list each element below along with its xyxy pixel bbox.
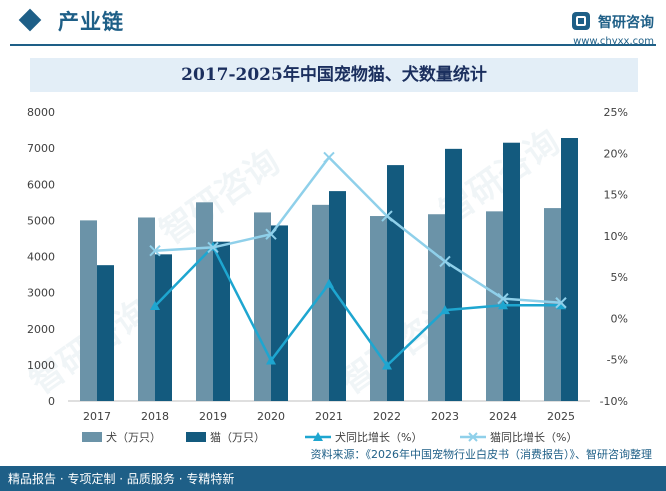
cat-bar <box>213 241 230 401</box>
cat-growth-point <box>149 245 161 257</box>
x-tick-label: 2019 <box>199 410 227 423</box>
cat-bar <box>445 148 462 401</box>
brand[interactable]: 智研咨询 www.chyxx.com <box>572 12 654 47</box>
x-tick-label: 2025 <box>547 410 575 423</box>
y-left-tick-label: 3000 <box>27 287 55 300</box>
y-right-tick-label: 10% <box>604 230 628 243</box>
x-tick-label: 2020 <box>257 410 285 423</box>
legend-swatch <box>82 432 102 442</box>
cat-growth-point <box>323 151 335 164</box>
y-right-tick-label: 15% <box>604 189 628 202</box>
y-left-tick-label: 2000 <box>27 323 55 336</box>
dog-bar <box>312 204 329 401</box>
x-tick-label: 2021 <box>315 410 343 423</box>
x-tick-label: 2022 <box>373 410 401 423</box>
legend-label: 猫同比增长（%） <box>490 430 577 444</box>
y-right-tick-label: 0% <box>611 312 628 325</box>
legend-label: 猫（万只） <box>210 431 265 444</box>
cat-bar <box>561 138 578 401</box>
chart-title-band: 2017-2025年中国宠物猫、犬数量统计 <box>30 58 638 92</box>
x-tick-label: 2024 <box>489 410 517 423</box>
header: 产业链 智研咨询 www.chyxx.com <box>0 0 666 48</box>
y-right-tick-label: -10% <box>600 395 628 408</box>
dog-growth-point <box>266 355 276 365</box>
footer-band: 精品报告 · 专项定制 · 品质服务 · 专精特新 <box>0 466 666 491</box>
y-left-tick-label: 7000 <box>27 142 55 155</box>
cat-growth-point <box>555 297 567 309</box>
cat-growth-point <box>381 210 393 222</box>
y-left-tick-label: 8000 <box>27 106 55 119</box>
y-right-tick-label: 5% <box>611 271 628 284</box>
dog-bar <box>370 216 387 401</box>
dog-growth-point <box>150 301 160 311</box>
cat-growth-point <box>265 228 277 240</box>
dog-bar <box>80 220 97 401</box>
cat-bar <box>503 142 520 402</box>
y-left-tick-label: 1000 <box>27 359 55 372</box>
y-left-tick-label: 4000 <box>27 251 55 264</box>
legend-label: 犬（万只） <box>106 430 161 444</box>
x-tick-label: 2018 <box>141 410 169 423</box>
cat-bar <box>271 225 288 401</box>
cat-growth-line <box>154 156 562 304</box>
cat-bar <box>155 254 172 401</box>
y-left-tick-label: 5000 <box>27 214 55 227</box>
cat-growth-point <box>497 292 509 305</box>
dog-bar <box>428 214 445 401</box>
cat-growth-point <box>439 255 451 268</box>
chart-title: 2017-2025年中国宠物猫、犬数量统计 <box>181 65 487 85</box>
cat-bar <box>387 165 404 401</box>
x-tick-label: 2017 <box>83 410 111 423</box>
dog-growth-point <box>556 300 566 310</box>
x-tick-label: 2023 <box>431 410 459 423</box>
dog-bar <box>196 202 213 401</box>
legend-marker <box>468 432 478 442</box>
brand-name: 智研咨询 <box>598 15 654 31</box>
dog-growth-point <box>498 300 508 310</box>
legend-label: 犬同比增长（%） <box>335 430 422 444</box>
section-title: 产业链 <box>58 10 124 34</box>
brand-logo-icon <box>572 12 590 30</box>
dog-bar <box>254 212 271 401</box>
y-right-tick-label: 25% <box>604 106 628 119</box>
brand-url[interactable]: www.chyxx.com <box>573 36 654 47</box>
y-right-tick-label: -5% <box>607 354 628 367</box>
dog-growth-point <box>324 278 334 288</box>
dog-growth-point <box>382 360 392 370</box>
cat-growth-point <box>207 241 219 254</box>
y-left-tick-label: 0 <box>48 395 55 408</box>
source-note: 资料来源：《2026年中国宠物行业白皮书（消费报告）》、智研咨询整理 <box>310 448 653 461</box>
dog-bar <box>138 217 155 401</box>
y-left-tick-label: 6000 <box>27 178 55 191</box>
legend-marker <box>313 432 323 441</box>
dog-growth-point <box>440 305 450 315</box>
cat-bar <box>97 265 114 401</box>
header-divider <box>10 44 656 46</box>
legend-swatch <box>186 432 206 442</box>
y-right-tick-label: 20% <box>604 147 628 160</box>
dog-growth-line <box>154 245 561 367</box>
footer-text: 精品报告 · 专项定制 · 品质服务 · 专精特新 <box>8 472 235 486</box>
